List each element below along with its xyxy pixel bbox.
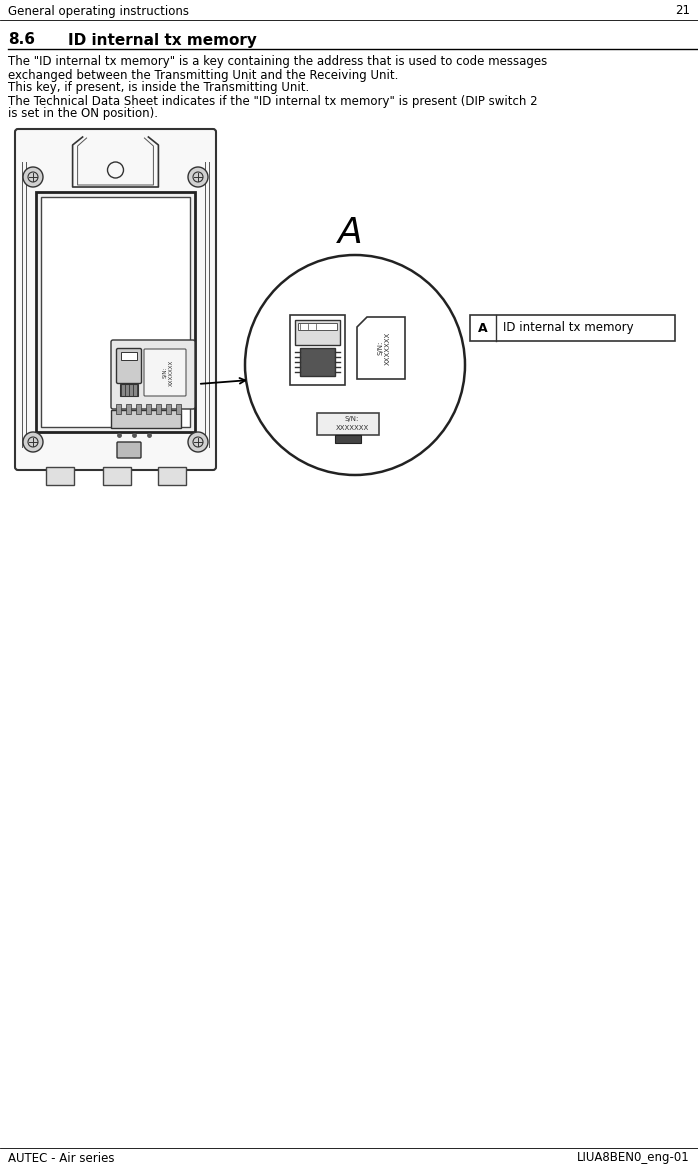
Text: XXXXXXX: XXXXXXX xyxy=(335,425,369,431)
FancyBboxPatch shape xyxy=(15,130,216,470)
Bar xyxy=(121,352,137,359)
Bar xyxy=(41,197,190,427)
Text: exchanged between the Transmitting Unit and the Receiving Unit.: exchanged between the Transmitting Unit … xyxy=(8,69,399,82)
Text: General operating instructions: General operating instructions xyxy=(8,5,189,18)
Bar xyxy=(126,404,131,414)
Bar xyxy=(111,410,181,428)
Bar xyxy=(116,404,121,414)
Bar xyxy=(158,467,186,485)
Circle shape xyxy=(23,432,43,452)
Bar xyxy=(146,404,151,414)
Text: ID internal tx memory: ID internal tx memory xyxy=(503,321,634,335)
Bar xyxy=(300,348,335,376)
Bar xyxy=(136,404,141,414)
Bar xyxy=(298,323,337,330)
Text: ID internal tx memory: ID internal tx memory xyxy=(68,33,257,48)
Bar xyxy=(120,384,138,396)
Circle shape xyxy=(23,167,43,187)
Bar xyxy=(295,320,340,345)
Text: A: A xyxy=(338,216,362,250)
Bar xyxy=(103,467,131,485)
Text: AUTEC - Air series: AUTEC - Air series xyxy=(8,1152,114,1165)
FancyBboxPatch shape xyxy=(111,340,195,408)
Text: The Technical Data Sheet indicates if the "ID internal tx memory" is present (DI: The Technical Data Sheet indicates if th… xyxy=(8,95,537,107)
Bar xyxy=(36,193,195,432)
Text: The "ID internal tx memory" is a key containing the address that is used to code: The "ID internal tx memory" is a key con… xyxy=(8,56,547,69)
Text: 8.6: 8.6 xyxy=(8,33,35,48)
Bar xyxy=(46,467,74,485)
Text: S/N:
XXXXXXX: S/N: XXXXXXX xyxy=(377,331,391,364)
Bar xyxy=(317,413,379,435)
Bar xyxy=(166,404,171,414)
FancyBboxPatch shape xyxy=(117,349,142,384)
Bar xyxy=(176,404,181,414)
Bar xyxy=(470,315,675,341)
Text: is set in the ON position).: is set in the ON position). xyxy=(8,107,158,120)
Text: S/N:: S/N: xyxy=(345,415,359,422)
Bar xyxy=(156,404,161,414)
Circle shape xyxy=(245,256,465,475)
FancyBboxPatch shape xyxy=(144,349,186,396)
Text: S/N:
XXXXXXX: S/N: XXXXXXX xyxy=(163,359,173,385)
Circle shape xyxy=(188,167,208,187)
Bar xyxy=(290,315,345,385)
Text: This key, if present, is inside the Transmitting Unit.: This key, if present, is inside the Tran… xyxy=(8,82,309,95)
Circle shape xyxy=(188,432,208,452)
Polygon shape xyxy=(357,317,405,379)
FancyBboxPatch shape xyxy=(117,442,141,457)
Text: LIUA8BEN0_eng-01: LIUA8BEN0_eng-01 xyxy=(577,1152,690,1165)
Text: 21: 21 xyxy=(675,5,690,18)
Text: A: A xyxy=(478,321,488,335)
Bar xyxy=(335,435,361,443)
